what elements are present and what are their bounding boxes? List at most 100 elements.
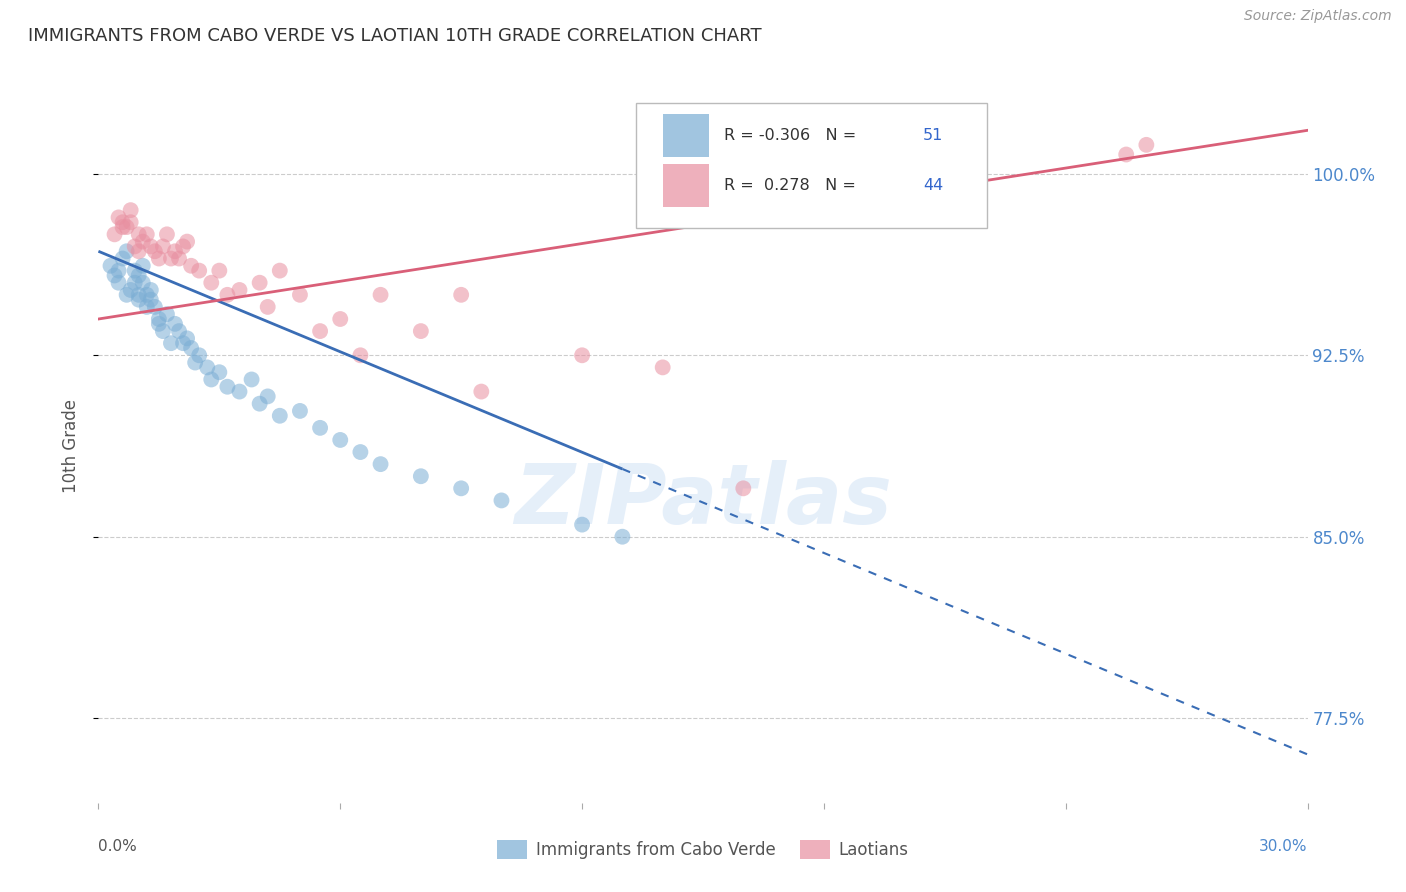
Point	[132, 259, 155, 273]
Point	[167, 324, 190, 338]
Point	[176, 331, 198, 345]
Text: IMMIGRANTS FROM CABO VERDE VS LAOTIAN 10TH GRADE CORRELATION CHART: IMMIGRANTS FROM CABO VERDE VS LAOTIAN 10…	[28, 27, 762, 45]
Point	[269, 409, 291, 423]
Point	[172, 336, 194, 351]
Point	[167, 252, 190, 266]
Point	[208, 263, 231, 277]
Point	[188, 263, 211, 277]
Point	[156, 307, 179, 321]
Point	[135, 300, 157, 314]
Point	[1115, 147, 1137, 161]
Point	[180, 259, 202, 273]
Point	[370, 288, 392, 302]
Point	[139, 239, 162, 253]
Text: 44: 44	[924, 178, 943, 193]
Text: 0.0%: 0.0%	[98, 839, 138, 854]
Point	[349, 445, 371, 459]
Y-axis label: 10th Grade: 10th Grade	[62, 399, 80, 493]
Point	[491, 493, 513, 508]
Point	[288, 288, 311, 302]
Point	[115, 288, 138, 302]
Point	[409, 324, 432, 338]
Point	[100, 259, 122, 273]
Point	[217, 380, 239, 394]
Point	[188, 348, 211, 362]
Point	[228, 384, 250, 399]
Point	[152, 324, 174, 338]
Point	[156, 227, 179, 242]
Point	[612, 530, 634, 544]
Point	[148, 317, 170, 331]
Point	[240, 372, 263, 386]
Point	[120, 203, 142, 218]
Point	[160, 336, 183, 351]
Legend: Immigrants from Cabo Verde, Laotians: Immigrants from Cabo Verde, Laotians	[491, 833, 915, 866]
Point	[148, 252, 170, 266]
Point	[107, 211, 129, 225]
Point	[217, 288, 239, 302]
Point	[651, 360, 673, 375]
Point	[571, 517, 593, 532]
Point	[111, 215, 134, 229]
Point	[128, 293, 150, 307]
Point	[111, 252, 134, 266]
Point	[103, 227, 125, 242]
Point	[288, 404, 311, 418]
Point	[450, 481, 472, 495]
Point	[107, 276, 129, 290]
Point	[124, 239, 146, 253]
FancyBboxPatch shape	[664, 114, 709, 157]
Point	[124, 263, 146, 277]
Point	[200, 372, 222, 386]
Point	[111, 220, 134, 235]
Point	[128, 288, 150, 302]
Point	[103, 268, 125, 283]
Point	[176, 235, 198, 249]
Point	[450, 288, 472, 302]
Point	[249, 276, 271, 290]
Point	[329, 433, 352, 447]
Point	[132, 276, 155, 290]
Point	[132, 235, 155, 249]
Point	[148, 312, 170, 326]
FancyBboxPatch shape	[664, 164, 709, 207]
Point	[143, 300, 166, 314]
Point	[349, 348, 371, 362]
Point	[184, 355, 207, 369]
Point	[135, 227, 157, 242]
Point	[256, 300, 278, 314]
Point	[172, 239, 194, 253]
Text: R =  0.278   N =: R = 0.278 N =	[724, 178, 860, 193]
Point	[249, 397, 271, 411]
Point	[269, 263, 291, 277]
Point	[120, 283, 142, 297]
Point	[163, 317, 186, 331]
Point	[309, 421, 332, 435]
Point	[115, 220, 138, 235]
FancyBboxPatch shape	[637, 103, 987, 228]
Point	[135, 288, 157, 302]
Text: 51: 51	[924, 128, 943, 143]
Point	[107, 263, 129, 277]
Point	[256, 389, 278, 403]
Point	[329, 312, 352, 326]
Point	[124, 276, 146, 290]
Point	[470, 384, 492, 399]
Point	[180, 341, 202, 355]
Point	[120, 215, 142, 229]
Point	[128, 268, 150, 283]
Point	[208, 365, 231, 379]
Point	[128, 227, 150, 242]
Point	[409, 469, 432, 483]
Point	[228, 283, 250, 297]
Point	[139, 283, 162, 297]
Text: ZIPatlas: ZIPatlas	[515, 460, 891, 541]
Point	[733, 481, 755, 495]
Point	[370, 457, 392, 471]
Point	[139, 293, 162, 307]
Text: 30.0%: 30.0%	[1260, 839, 1308, 854]
Text: Source: ZipAtlas.com: Source: ZipAtlas.com	[1244, 9, 1392, 23]
Point	[309, 324, 332, 338]
Point	[160, 252, 183, 266]
Point	[195, 360, 218, 375]
